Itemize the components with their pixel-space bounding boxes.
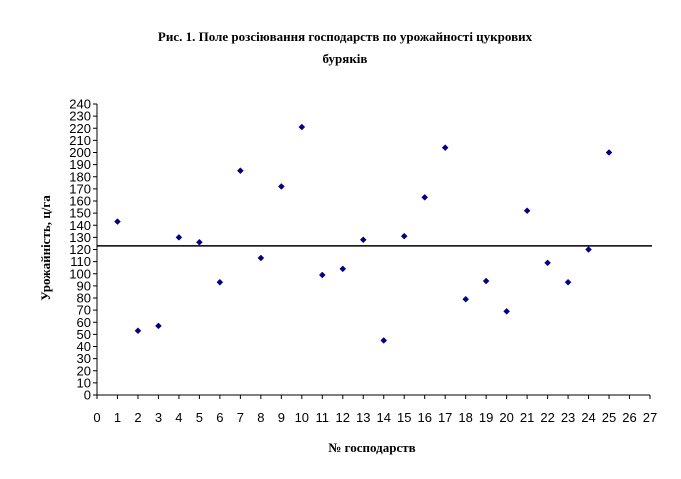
x-axis-title: № господарств bbox=[328, 440, 415, 455]
y-tick-label: 120 bbox=[69, 242, 91, 257]
x-tick-label: 10 bbox=[295, 410, 309, 425]
y-tick-label: 180 bbox=[69, 169, 91, 184]
data-point bbox=[318, 271, 326, 279]
x-tick-label: 4 bbox=[175, 410, 182, 425]
x-tick-label: 24 bbox=[581, 410, 595, 425]
data-point bbox=[277, 183, 285, 190]
data-point bbox=[216, 278, 224, 286]
data-point bbox=[380, 337, 388, 344]
x-axis-ticks: 0 1 2 3 4 5 6 7 8 9 10 11 12 13 14 15 16 17 18 19 20 21 22 23 24… bbox=[93, 395, 657, 425]
y-tick-label: 130 bbox=[69, 230, 91, 245]
axes bbox=[96, 104, 650, 396]
x-tick-label: 11 bbox=[316, 410, 330, 425]
y-tick-label: 200 bbox=[69, 145, 91, 160]
x-tick-label: 18 bbox=[458, 410, 472, 425]
data-point bbox=[544, 259, 551, 267]
y-tick-label: 140 bbox=[69, 218, 91, 233]
y-tick-label: 60 bbox=[77, 315, 91, 330]
y-tick-label: 0 bbox=[84, 388, 91, 403]
y-tick-label: 70 bbox=[77, 303, 91, 318]
x-tick-label: 26 bbox=[622, 410, 636, 425]
x-tick-label: 14 bbox=[377, 410, 391, 425]
y-tick-label: 100 bbox=[69, 266, 91, 281]
data-point bbox=[482, 277, 490, 285]
x-tick-label: 5 bbox=[196, 410, 203, 425]
x-tick-label: 13 bbox=[356, 410, 370, 425]
y-tick-label: 150 bbox=[69, 206, 91, 221]
y-tick-label: 160 bbox=[69, 194, 91, 209]
data-point bbox=[196, 238, 203, 246]
data-point bbox=[134, 327, 142, 335]
y-tick-label: 240 bbox=[69, 97, 91, 112]
x-tick-label: 27 bbox=[643, 410, 657, 425]
x-tick-label: 20 bbox=[499, 410, 513, 425]
x-tick-label: 16 bbox=[417, 410, 431, 425]
data-point bbox=[339, 265, 347, 273]
y-tick-label: 190 bbox=[69, 157, 91, 172]
y-axis-title: Урожайність, ц/га bbox=[38, 195, 53, 301]
y-tick-label: 50 bbox=[77, 327, 91, 342]
data-point bbox=[585, 246, 592, 253]
data-point bbox=[523, 207, 531, 215]
data-point bbox=[400, 232, 408, 240]
data-point bbox=[175, 234, 183, 241]
data-point bbox=[359, 236, 367, 244]
x-tick-label: 15 bbox=[397, 410, 411, 425]
x-tick-label: 7 bbox=[237, 410, 244, 425]
chart-title-line-2: буряків bbox=[322, 51, 368, 66]
y-tick-label: 90 bbox=[77, 278, 91, 293]
y-tick-label: 220 bbox=[69, 121, 91, 136]
x-tick-label: 3 bbox=[155, 410, 162, 425]
data-point bbox=[421, 194, 429, 201]
y-axis-ticks: 0102030405060708090100110120130140150160… bbox=[69, 97, 97, 403]
y-tick-label: 110 bbox=[70, 254, 91, 269]
data-point bbox=[155, 322, 162, 330]
data-points bbox=[114, 123, 613, 344]
y-tick-label: 10 bbox=[77, 375, 91, 390]
data-point bbox=[114, 218, 121, 225]
y-tick-label: 20 bbox=[77, 363, 91, 378]
y-tick-label: 80 bbox=[77, 291, 91, 306]
x-tick-label: 1 bbox=[114, 410, 121, 425]
x-tick-label: 2 bbox=[134, 410, 141, 425]
y-tick-label: 210 bbox=[69, 133, 91, 148]
y-tick-label: 230 bbox=[69, 109, 91, 124]
y-tick-label: 40 bbox=[77, 339, 91, 354]
data-point bbox=[605, 149, 613, 156]
y-tick-label: 30 bbox=[77, 351, 91, 366]
data-point bbox=[298, 123, 306, 131]
data-point bbox=[441, 144, 449, 152]
x-tick-label: 8 bbox=[257, 410, 264, 425]
chart-title: Рис. 1. Поле розсіювання господарств по … bbox=[60, 26, 630, 70]
x-tick-label: 21 bbox=[520, 410, 534, 425]
data-point bbox=[503, 307, 510, 315]
x-tick-label: 6 bbox=[216, 410, 223, 425]
x-tick-label: 25 bbox=[602, 410, 616, 425]
data-point bbox=[237, 167, 244, 175]
x-tick-label: 0 bbox=[93, 410, 100, 425]
x-tick-label: 19 bbox=[479, 410, 493, 425]
data-point bbox=[462, 295, 470, 303]
x-tick-label: 23 bbox=[561, 410, 575, 425]
y-tick-label: 170 bbox=[69, 181, 91, 196]
chart-title-line-1: Рис. 1. Поле розсіювання господарств по … bbox=[157, 29, 533, 44]
x-tick-label: 22 bbox=[540, 410, 554, 425]
x-tick-label: 9 bbox=[278, 410, 285, 425]
x-tick-label: 17 bbox=[438, 410, 452, 425]
data-point bbox=[257, 254, 265, 262]
x-tick-label: 12 bbox=[336, 410, 350, 425]
data-point bbox=[564, 278, 572, 286]
